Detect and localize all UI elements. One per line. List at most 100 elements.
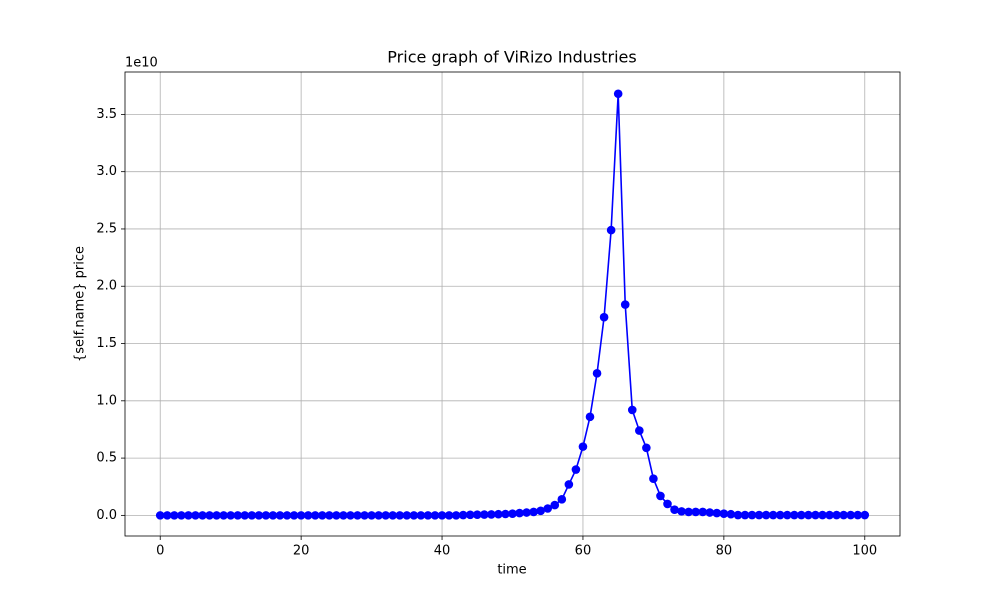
x-tick-label: 100: [852, 544, 877, 559]
data-point: [804, 510, 813, 520]
data-point: [775, 510, 785, 520]
data-point: [332, 511, 341, 520]
data-point: [310, 511, 320, 520]
data-point: [613, 89, 623, 99]
y-tick-label: 0.0: [96, 508, 117, 523]
data-point: [761, 510, 771, 520]
data-point: [825, 510, 834, 520]
data-point: [585, 412, 595, 422]
data-point: [268, 511, 278, 520]
plot-area: 0 20 40 60 80 100 0.0 0.5 1.0 1.5 2.0 2.5 3.0 3.5: [96, 72, 900, 559]
data-point: [733, 510, 743, 520]
data-point: [768, 510, 778, 520]
x-tick-label: 80: [716, 544, 733, 559]
x-axis-label: time: [497, 563, 526, 578]
data-point: [860, 510, 870, 520]
data-point: [747, 510, 757, 520]
data-point: [346, 511, 355, 520]
data-point: [712, 508, 722, 518]
data-point: [170, 511, 179, 520]
data-point: [684, 507, 693, 517]
y-axis-label: {self.name} price: [73, 246, 88, 362]
data-point: [339, 511, 348, 520]
data-point: [162, 511, 172, 520]
y-tick-label: 2.5: [96, 221, 117, 236]
data-point: [416, 511, 426, 520]
data-point: [458, 510, 468, 520]
data-point: [564, 480, 574, 489]
data-point: [811, 510, 820, 520]
data-point: [740, 510, 750, 520]
data-point: [698, 507, 708, 517]
data-point: [423, 511, 433, 520]
data-point: [444, 511, 454, 520]
y-tick-label: 1.5: [96, 336, 117, 351]
data-point: [289, 511, 299, 520]
data-point: [536, 506, 545, 516]
data-point: [691, 507, 700, 517]
data-point: [508, 509, 517, 518]
data-point: [599, 312, 609, 322]
data-point: [465, 510, 475, 520]
data-point: [656, 491, 665, 501]
axes-frame: [124, 71, 901, 537]
data-point: [620, 300, 630, 309]
y-tick-label: 0.5: [96, 451, 117, 466]
y-offset-label: 1e10: [125, 56, 158, 71]
y-tick-label: 1.0: [96, 393, 117, 408]
x-tick-label: 20: [293, 544, 310, 559]
data-point: [472, 510, 482, 519]
data-point: [205, 511, 214, 520]
data-point: [550, 500, 560, 510]
data-point: [374, 511, 383, 520]
data-point: [247, 511, 257, 520]
y-tick-label: 3.5: [96, 107, 117, 122]
data-point: [606, 225, 616, 235]
data-point: [846, 510, 855, 520]
data-point: [353, 511, 362, 520]
data-point: [367, 511, 376, 520]
data-point: [395, 511, 405, 520]
data-point: [191, 511, 200, 520]
data-point: [494, 509, 503, 519]
x-tick-label: 60: [575, 544, 592, 559]
data-point: [487, 510, 496, 519]
data-point: [184, 511, 193, 520]
data-point: [381, 511, 390, 520]
data-point: [557, 495, 567, 504]
data-point: [642, 443, 651, 453]
data-point: [219, 511, 228, 520]
data-point: [177, 511, 186, 520]
data-point: [303, 511, 313, 520]
data-point: [522, 508, 531, 517]
data-point: [663, 499, 672, 509]
chart-title: Price graph of ViRizo Industries: [387, 48, 636, 67]
data-point: [726, 509, 736, 519]
data-point: [402, 511, 412, 520]
data-point: [754, 510, 764, 520]
data-point: [790, 510, 799, 520]
data-point: [233, 511, 243, 520]
data-point: [515, 508, 524, 518]
data-point: [543, 504, 553, 513]
x-tick-label: 0: [156, 544, 164, 559]
data-point: [797, 510, 806, 520]
data-point: [571, 465, 581, 474]
data-point: [782, 510, 792, 520]
data-point: [282, 511, 292, 520]
data-point: [529, 507, 538, 517]
data-point: [578, 442, 588, 451]
data-point: [480, 510, 489, 519]
data-point: [409, 511, 419, 520]
data-point: [296, 511, 306, 520]
data-point: [155, 511, 165, 520]
data-point: [198, 511, 207, 520]
data-point: [670, 505, 679, 514]
data-point: [853, 510, 863, 520]
data-point: [677, 507, 686, 516]
data-point: [325, 511, 334, 520]
data-point: [451, 511, 461, 520]
data-point: [649, 474, 658, 484]
data-point: [275, 511, 285, 520]
